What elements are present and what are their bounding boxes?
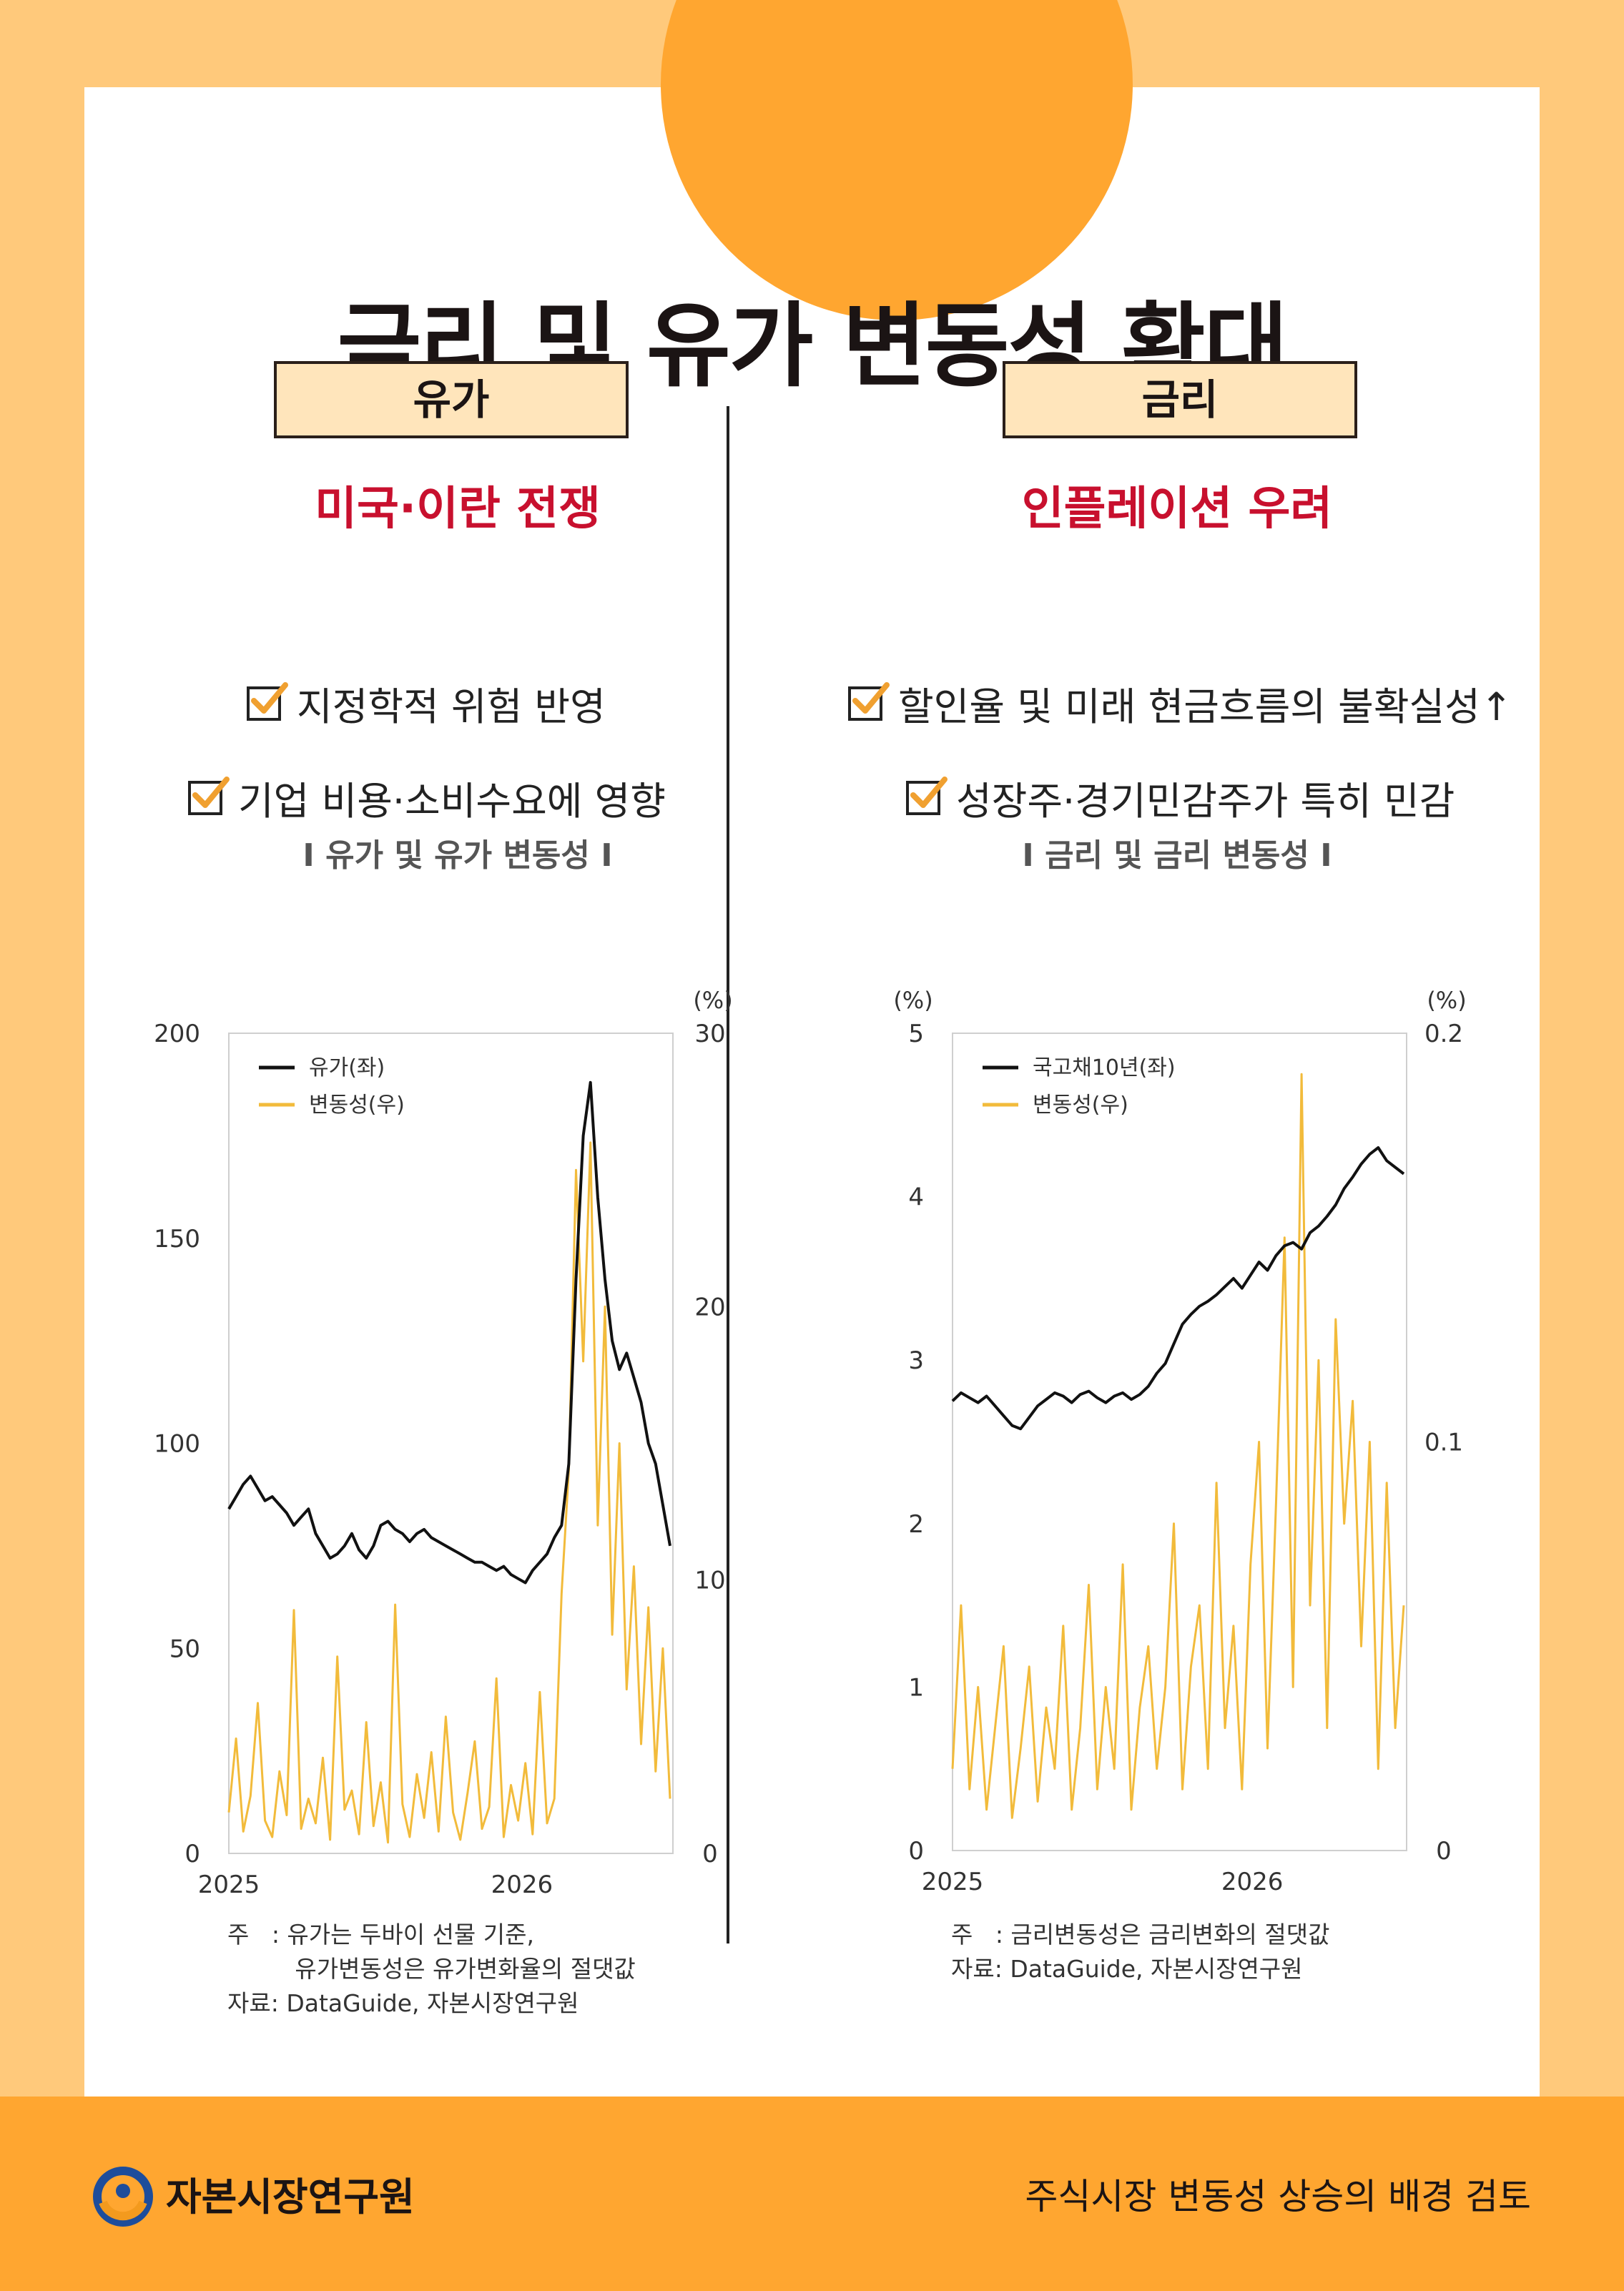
y-right-tick-label: 30: [694, 1020, 725, 1048]
x-tick-label: 2025: [922, 1868, 984, 1896]
note-oil-1: 주 : 유가는 두바이 선물 기준,: [227, 1921, 534, 1948]
note-rate-2: 자료: DataGuide, 자본시장연구원: [951, 1955, 1303, 1983]
y-left-tick-label: 50: [169, 1635, 200, 1663]
subtitle-oil: 미국·이란 전쟁: [315, 483, 601, 536]
legend-label: 변동성(우): [1033, 1093, 1128, 1118]
y-left-tick-label: 5: [908, 1020, 924, 1048]
x-tick-label: 2026: [491, 1871, 553, 1899]
series-line-level: [227, 1080, 671, 1585]
legend-label: 변동성(우): [309, 1093, 405, 1118]
y-left-tick-label: 150: [154, 1225, 200, 1253]
y-right-tick-label: 0: [702, 1840, 718, 1868]
checkbox-checked-icon: [247, 681, 288, 721]
legend-label: 유가(좌): [309, 1055, 385, 1080]
y-left-tick-label: 200: [154, 1020, 200, 1048]
bullet-rate-2: 성장주·경기민감주가 특히 민감: [906, 769, 1455, 826]
bullet-rate-1-label: 할인율 및 미래 현금흐름의 불확실성↑: [898, 684, 1513, 729]
bullet-oil-2-label: 기업 비용·소비수요에 영향: [238, 779, 666, 824]
y-right-tick-label: 0: [1436, 1837, 1452, 1866]
y-left-tick-label: 0: [184, 1840, 200, 1868]
y-left-tick-label: 4: [908, 1183, 924, 1212]
bullet-oil-1: 지정학적 위험 반영: [247, 675, 606, 731]
org-name: 자본시장연구원: [166, 2174, 415, 2219]
section-number: 5: [661, 0, 1133, 21]
plot-frame: [952, 1033, 1407, 1851]
note-rate-1: 주 : 금리변동성은 금리변화의 절댓값: [951, 1921, 1330, 1948]
y-right-tick-label: 0.1: [1424, 1429, 1463, 1457]
y-left-unit: (%): [893, 987, 932, 1014]
legend-label: 국고채10년(좌): [1033, 1055, 1176, 1080]
x-tick-label: 2025: [198, 1871, 260, 1899]
checkbox-checked-icon: [188, 776, 230, 815]
y-right-unit: (%): [1427, 987, 1466, 1014]
y-right-tick-label: 0.2: [1424, 1020, 1463, 1048]
y-left-tick-label: 1: [908, 1673, 924, 1702]
checkbox-checked-icon: [906, 776, 948, 815]
series-line-level: [951, 1146, 1405, 1431]
bullet-oil-1-label: 지정학적 위험 반영: [297, 684, 606, 729]
column-divider: [727, 406, 729, 1943]
y-left-tick-label: 3: [908, 1346, 924, 1375]
report-title: 주식시장 변동성 상승의 배경 검토: [1025, 2176, 1531, 2217]
y-right-unit: (%): [693, 987, 732, 1014]
y-left-tick-label: 100: [154, 1430, 200, 1459]
bullet-oil-2: 기업 비용·소비수요에 영향: [188, 769, 666, 826]
series-line-volatility: [951, 1073, 1405, 1819]
x-tick-label: 2026: [1221, 1868, 1284, 1896]
subtitle-rate: 인플레이션 우려: [1021, 483, 1333, 536]
y-left-tick-label: 0: [908, 1837, 924, 1866]
plot-frame: [228, 1033, 674, 1854]
y-left-tick-label: 2: [908, 1510, 924, 1539]
chart-0: [227, 1033, 674, 1854]
checkbox-checked-icon: [848, 681, 890, 721]
tag-rate: 금리: [1003, 361, 1357, 438]
logo-icon: [93, 2167, 153, 2227]
series-line-volatility: [227, 1141, 671, 1844]
chart-title-rate: Ⅰ 금리 및 금리 변동성 Ⅰ: [1022, 837, 1332, 874]
bullet-rate-1: 할인율 및 미래 현금흐름의 불확실성↑: [848, 675, 1512, 731]
bullet-rate-2-label: 성장주·경기민감주가 특히 민감: [956, 779, 1455, 824]
note-oil-3: 자료: DataGuide, 자본시장연구원: [227, 1989, 579, 2017]
y-right-tick-label: 20: [694, 1293, 725, 1321]
chart-1: [951, 1033, 1407, 1851]
tag-oil: 유가: [274, 361, 629, 438]
footer: 자본시장연구원 주식시장 변동성 상승의 배경 검토: [0, 2097, 1624, 2291]
note-oil-2: 유가변동성은 유가변화율의 절댓값: [227, 1955, 636, 1983]
chart-title-oil: Ⅰ 유가 및 유가 변동성 Ⅰ: [302, 837, 613, 874]
y-right-tick-label: 10: [694, 1567, 725, 1595]
